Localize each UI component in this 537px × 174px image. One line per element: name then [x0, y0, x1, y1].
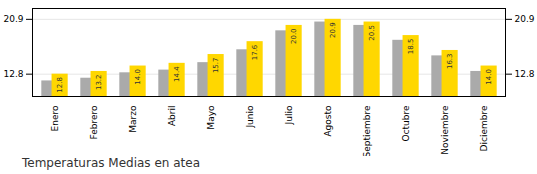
svg-text:16.3: 16.3 [446, 53, 454, 69]
svg-text:Diciembre: Diciembre [479, 105, 489, 151]
svg-text:20.9: 20.9 [329, 22, 337, 38]
svg-text:14.0: 14.0 [485, 69, 493, 85]
svg-text:17.6: 17.6 [251, 44, 259, 60]
svg-text:15.7: 15.7 [212, 58, 220, 74]
svg-text:12.8: 12.8 [56, 77, 64, 93]
svg-text:12.8: 12.8 [515, 69, 535, 79]
svg-text:20.0: 20.0 [290, 28, 298, 44]
svg-text:Octubre: Octubre [401, 105, 411, 141]
svg-text:13.2: 13.2 [95, 74, 103, 90]
svg-text:20.9: 20.9 [515, 14, 535, 24]
svg-text:18.5: 18.5 [407, 39, 415, 55]
svg-text:20.5: 20.5 [368, 25, 376, 41]
svg-text:20.9: 20.9 [3, 14, 23, 24]
svg-text:Junio: Junio [245, 105, 255, 129]
svg-text:Julio: Julio [284, 105, 294, 125]
svg-text:Agosto: Agosto [323, 105, 333, 137]
html-text:Temperaturas Medias en atea: Temperaturas Medias en atea [22, 156, 200, 170]
svg-text:Marzo: Marzo [128, 105, 138, 133]
svg-text:12.8: 12.8 [3, 69, 23, 79]
svg-text:Noviembre: Noviembre [440, 105, 450, 155]
svg-text:Septiembre: Septiembre [362, 105, 372, 156]
svg-text:Febrero: Febrero [89, 105, 99, 139]
svg-text:14.0: 14.0 [134, 69, 142, 85]
svg-text:14.4: 14.4 [173, 66, 181, 82]
svg-text:Mayo: Mayo [206, 105, 216, 130]
svg-text:Enero: Enero [50, 105, 60, 131]
svg-text:Abril: Abril [167, 106, 177, 127]
